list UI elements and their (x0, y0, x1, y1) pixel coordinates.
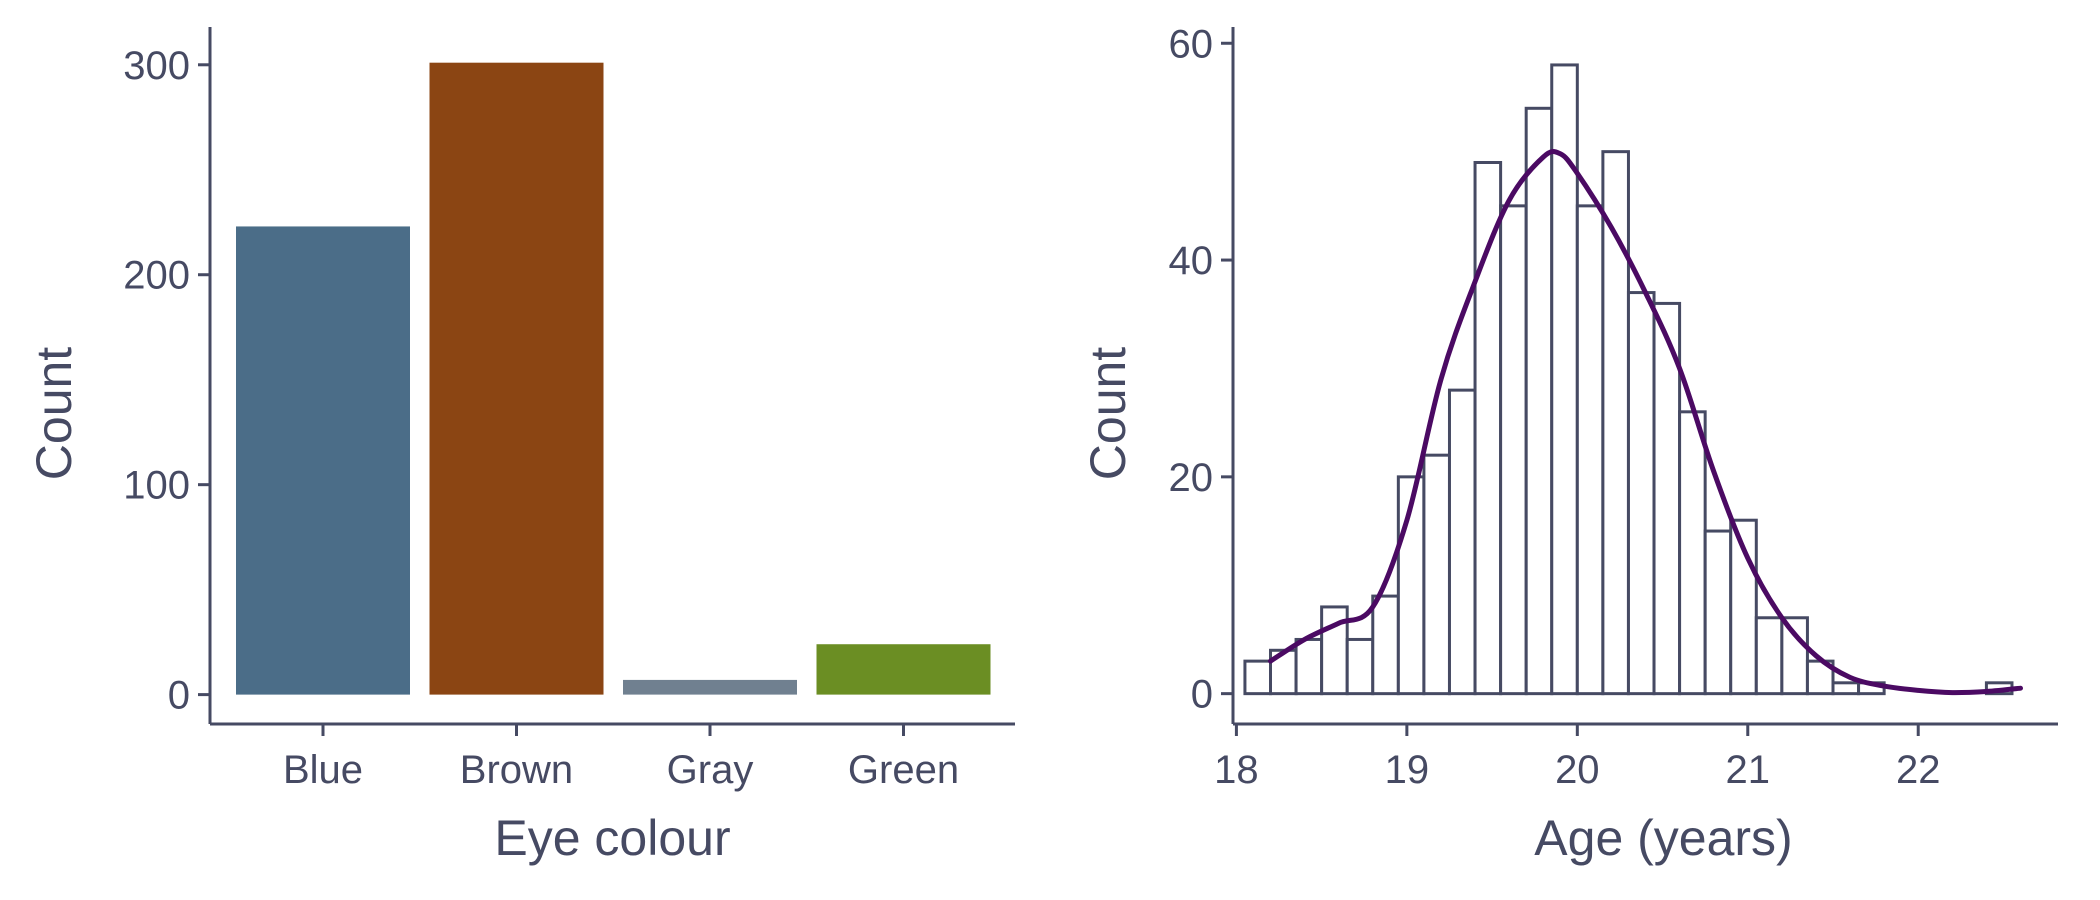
histogram-bin (1396, 475, 1426, 696)
y-tick-label: 60 (1169, 22, 1214, 66)
histogram-bin (1447, 388, 1477, 696)
y-tick-label: 200 (123, 254, 190, 298)
y-tick-label: 300 (123, 44, 190, 88)
histogram-bin (1626, 291, 1656, 696)
bar-brown (429, 62, 604, 695)
age-histogram-chart: 0 20 40 60 18 19 20 21 22 Age (years) Count (1080, 22, 2058, 866)
x-tick-label: 21 (1726, 748, 1771, 792)
histogram-bin (1601, 150, 1630, 696)
density-curve (1268, 149, 2023, 696)
histogram-bin (1422, 453, 1451, 696)
y-tick-label: 100 (123, 464, 190, 508)
histogram-bin (1243, 659, 1272, 696)
histogram-bin (1831, 681, 1861, 696)
y-tick-label: 0 (1191, 673, 1213, 717)
histogram-bin (1499, 204, 1528, 696)
y-axis-label: Count (1080, 347, 1136, 481)
histogram-bin (1703, 529, 1733, 696)
y-axis-ticks: 0 20 40 60 (1169, 22, 1233, 717)
y-axis-label: Count (26, 347, 82, 481)
x-axis-ticks: Blue Brown Gray Green (283, 724, 959, 792)
y-tick-label: 0 (168, 674, 190, 718)
x-axis-ticks: 18 19 20 21 22 (1214, 724, 1940, 792)
bar-green (816, 644, 991, 695)
x-axis-label: Age (years) (1534, 810, 1792, 866)
x-tick-label: Green (848, 748, 959, 792)
bars (236, 62, 991, 695)
x-tick-label: 19 (1385, 748, 1430, 792)
histogram-bin (1780, 616, 1809, 696)
histogram-bin (1729, 518, 1758, 696)
y-axis-ticks: 0 100 200 300 (123, 44, 210, 718)
histogram-bin (1754, 616, 1784, 696)
histogram-bins (1243, 63, 2014, 696)
bar-blue (236, 226, 410, 695)
x-tick-label: Brown (460, 748, 573, 792)
x-axis-label: Eye colour (494, 810, 730, 866)
histogram-bin (1652, 301, 1682, 696)
x-tick-label: 22 (1896, 748, 1941, 792)
y-tick-label: 20 (1169, 456, 1214, 500)
histogram-bin (1575, 204, 1605, 696)
histogram-bin (1294, 637, 1324, 696)
bar-gray (623, 679, 797, 695)
y-tick-label: 40 (1169, 239, 1214, 283)
eye-colour-bar-chart: 0 100 200 300 Blue Brown Gray Green Eye colour… (26, 27, 1015, 866)
x-tick-label: 18 (1214, 748, 1259, 792)
x-tick-label: Gray (667, 748, 754, 792)
x-tick-label: Blue (283, 748, 363, 792)
histogram-bin (1678, 410, 1707, 696)
histogram-bin (1345, 637, 1375, 696)
x-tick-label: 20 (1555, 748, 1600, 792)
histogram-bin (1371, 594, 1400, 696)
histogram-bin (1524, 106, 1554, 696)
